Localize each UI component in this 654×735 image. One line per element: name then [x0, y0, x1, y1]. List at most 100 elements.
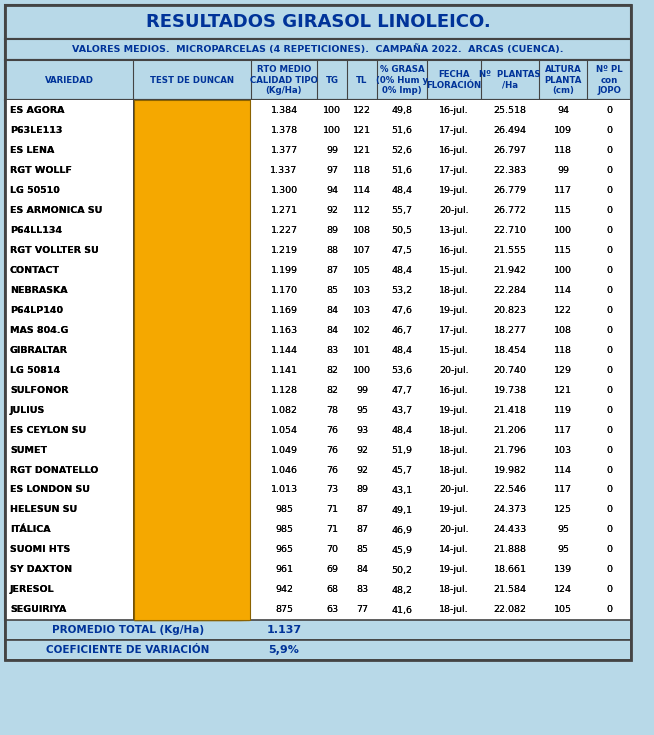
Text: JERESOL: JERESOL [10, 586, 55, 595]
Bar [251, 280, 317, 300]
Bar [5, 5, 631, 39]
Text: 22.082: 22.082 [494, 606, 526, 614]
Bar [251, 300, 317, 320]
Text: 69: 69 [326, 565, 338, 575]
Text: ES ARMONICA SU: ES ARMONICA SU [10, 206, 103, 215]
Text: 0: 0 [606, 326, 612, 334]
Text: 119: 119 [554, 406, 572, 415]
Bar [347, 300, 377, 320]
Text: 118: 118 [353, 165, 371, 174]
Bar [347, 580, 377, 600]
Text: 46,7: 46,7 [392, 326, 413, 334]
Text: 49,1: 49,1 [392, 506, 413, 514]
Text: 1.144: 1.144 [271, 345, 298, 354]
Text: 0: 0 [606, 265, 612, 274]
Bar [347, 600, 377, 620]
Text: 20-jul.: 20-jul. [439, 365, 469, 375]
Text: 0: 0 [606, 586, 612, 595]
Text: 1.054: 1.054 [271, 426, 298, 434]
Text: 0: 0 [606, 185, 612, 195]
Text: 95: 95 [557, 545, 569, 554]
Bar [5, 120, 133, 140]
Bar [587, 180, 631, 200]
Text: 1.300: 1.300 [271, 185, 298, 195]
Bar [5, 100, 133, 120]
Text: 26.772: 26.772 [494, 206, 526, 215]
Bar [251, 120, 317, 140]
Bar [539, 380, 587, 400]
Bar [539, 360, 587, 380]
Text: 985: 985 [275, 506, 293, 514]
Text: 24.433: 24.433 [493, 526, 526, 534]
Bar [251, 360, 317, 380]
Text: 102: 102 [353, 326, 371, 334]
Text: 1.384: 1.384 [271, 106, 298, 115]
Bar [251, 180, 317, 200]
Bar [427, 140, 481, 160]
Text: 1.219: 1.219 [271, 245, 298, 254]
Text: 93: 93 [356, 426, 368, 434]
Bar [134, 280, 232, 620]
Bar [539, 460, 587, 480]
Text: 87: 87 [326, 265, 338, 274]
Text: 16-jul.: 16-jul. [439, 146, 469, 154]
Text: 0: 0 [606, 445, 612, 454]
Text: 21.206: 21.206 [494, 426, 526, 434]
Text: 115: 115 [554, 245, 572, 254]
Bar [587, 520, 631, 540]
Text: 121: 121 [353, 146, 371, 154]
Text: 1.013: 1.013 [271, 486, 298, 495]
Bar [134, 440, 222, 620]
Bar [251, 220, 317, 240]
Bar [5, 440, 133, 460]
Bar [5, 560, 133, 580]
Bar [427, 560, 481, 580]
Text: 51,9: 51,9 [392, 445, 413, 454]
Text: 105: 105 [353, 265, 371, 274]
Bar [427, 220, 481, 240]
Text: 94: 94 [557, 106, 569, 115]
Bar [539, 340, 587, 360]
Bar [5, 360, 133, 380]
Text: 83: 83 [356, 586, 368, 595]
Text: 20-jul.: 20-jul. [439, 486, 469, 495]
Bar [481, 600, 539, 620]
Text: 961: 961 [275, 565, 293, 575]
Text: 51,9: 51,9 [392, 445, 413, 454]
Text: 53,2: 53,2 [392, 285, 413, 295]
Text: 19.982: 19.982 [494, 465, 526, 475]
Bar [251, 260, 317, 280]
Text: 100: 100 [554, 265, 572, 274]
Text: 0: 0 [606, 426, 612, 434]
Text: 43,1: 43,1 [392, 486, 413, 495]
Bar [539, 220, 587, 240]
Text: 76: 76 [326, 426, 338, 434]
Text: MAS 804.G: MAS 804.G [10, 326, 69, 334]
Text: 50,2: 50,2 [392, 565, 413, 575]
Text: 97: 97 [326, 165, 338, 174]
Bar [134, 520, 216, 620]
Text: 45,9: 45,9 [392, 545, 413, 554]
Text: 82: 82 [326, 385, 338, 395]
Text: 122: 122 [353, 106, 371, 115]
Bar [427, 500, 481, 520]
Bar [317, 200, 347, 220]
Text: 18-jul.: 18-jul. [439, 606, 469, 614]
Text: RGT WOLLF: RGT WOLLF [10, 165, 72, 174]
Text: 124: 124 [554, 586, 572, 595]
Text: 1.049: 1.049 [271, 445, 298, 454]
Text: 103: 103 [353, 306, 371, 315]
Text: Nº PL
con
JOPO: Nº PL con JOPO [596, 65, 623, 96]
Bar [377, 380, 427, 400]
Text: 50,5: 50,5 [392, 226, 413, 234]
Text: 21.418: 21.418 [494, 406, 526, 415]
Bar [481, 480, 539, 500]
Bar [134, 180, 243, 620]
Text: 100: 100 [554, 226, 572, 234]
Text: P63LE113: P63LE113 [10, 126, 62, 135]
Text: % GRASA
(0% Hum y
0% Imp): % GRASA (0% Hum y 0% Imp) [376, 65, 428, 96]
Text: 76: 76 [326, 445, 338, 454]
Text: ES LENA: ES LENA [10, 146, 54, 154]
Text: 117: 117 [554, 426, 572, 434]
Bar [5, 60, 631, 100]
